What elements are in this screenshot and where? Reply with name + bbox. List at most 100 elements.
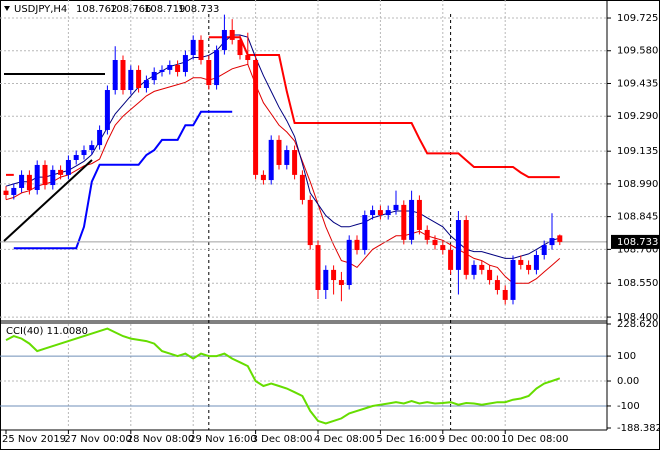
x-tick-label: 5 Dec 16:00 <box>376 434 437 445</box>
candle-body <box>260 174 266 181</box>
current-price-label: 108.733 <box>617 237 658 248</box>
ohlc-high: 108.766 <box>110 4 151 15</box>
candle-body <box>34 164 40 191</box>
candle-body <box>494 280 500 290</box>
candle-body <box>276 139 282 165</box>
candle-body <box>346 239 352 286</box>
candle-body <box>377 210 383 216</box>
candle-body <box>3 190 9 195</box>
candle-body <box>97 129 103 146</box>
candle-body <box>448 250 454 270</box>
candle-body <box>175 64 181 72</box>
candle-body <box>112 60 118 91</box>
candle-body <box>393 204 399 211</box>
y-tick-label: 108.700 <box>617 244 658 255</box>
candle-body <box>143 80 149 88</box>
indicator-line <box>13 110 233 250</box>
x-tick-label: 27 Nov 00:00 <box>64 434 131 445</box>
candle-body <box>206 60 212 86</box>
x-tick-label: 4 Dec 08:00 <box>314 434 375 445</box>
candle-body <box>229 29 235 40</box>
candle-body <box>73 155 79 160</box>
candle-body <box>549 238 555 246</box>
indicator-label: CCI(40) 11.0080 <box>6 326 88 337</box>
y-tick-label: 0.00 <box>617 376 639 387</box>
candle-body <box>245 55 251 61</box>
candle-body <box>487 269 493 281</box>
candle-body <box>284 150 290 165</box>
candle-body <box>338 280 344 286</box>
y-tick-label: 108.990 <box>617 179 658 190</box>
x-tick-label: 3 Dec 08:00 <box>252 434 313 445</box>
candle-body <box>136 69 142 88</box>
candle-body <box>479 264 485 270</box>
y-tick-label: 109.580 <box>617 46 658 57</box>
candle-body <box>354 239 360 251</box>
candle-body <box>19 174 25 188</box>
y-tick-label: 108.550 <box>617 278 658 289</box>
candle-body <box>221 29 227 51</box>
candle-body <box>167 64 173 70</box>
candle-body <box>455 220 461 270</box>
ohlc-open: 108.762 <box>76 4 117 15</box>
candle-body <box>409 199 415 240</box>
symbol-label: USDJPY,H4 <box>14 4 67 15</box>
candle-body <box>299 174 305 200</box>
y-tick-label: 100 <box>617 351 636 362</box>
candle-body <box>307 199 313 246</box>
candle-body <box>510 259 516 300</box>
candle-body <box>424 229 430 240</box>
candle-body <box>26 174 32 191</box>
candle-body <box>268 139 274 181</box>
candle-body <box>471 264 477 275</box>
y-tick-label: 108.400 <box>617 312 658 323</box>
candle-body <box>58 169 64 175</box>
candle-body <box>120 60 126 91</box>
candle-body <box>253 60 259 175</box>
candle-body <box>533 255 539 270</box>
y-tick-label: -100 <box>617 401 640 412</box>
candle-body <box>65 159 71 175</box>
candle-body <box>541 245 547 256</box>
cci-line <box>5 327 561 425</box>
candle-body <box>128 69 134 91</box>
y-tick-label: 109.290 <box>617 111 658 122</box>
candle-body <box>518 259 524 265</box>
candle-body <box>89 145 95 151</box>
candle-body <box>323 269 329 290</box>
candle-body <box>182 55 188 72</box>
grid <box>0 0 607 430</box>
candle-body <box>463 220 469 275</box>
ohlc-close: 108.733 <box>178 4 219 15</box>
candle-body <box>190 39 196 56</box>
x-tick-label: 28 Nov 08:00 <box>127 434 194 445</box>
candle-body <box>50 169 56 186</box>
candle-body <box>292 150 298 175</box>
candle-body <box>401 204 407 240</box>
ohlc-low: 108.719 <box>144 4 185 15</box>
candle-body <box>11 187 17 195</box>
x-tick-label: 9 Dec 00:00 <box>439 434 500 445</box>
candle-body <box>331 269 337 281</box>
candle-body <box>557 235 563 242</box>
candle-body <box>502 289 508 300</box>
y-tick-label: 109.135 <box>617 146 658 157</box>
y-tick-label: 109.435 <box>617 78 658 89</box>
x-tick-label: 25 Nov 2019 <box>2 434 66 445</box>
candle-body <box>198 39 204 61</box>
candle-body <box>526 264 532 270</box>
candle-body <box>214 50 220 86</box>
candle-body <box>416 199 422 230</box>
y-tick-label: 108.845 <box>617 212 658 223</box>
candle-body <box>81 150 87 156</box>
candle-body <box>370 210 376 216</box>
x-tick-label: 10 Dec 08:00 <box>501 434 568 445</box>
dropdown-icon[interactable] <box>4 6 10 11</box>
y-tick-label: 109.725 <box>617 13 658 24</box>
candle-body <box>151 71 157 81</box>
candle-body <box>432 239 438 246</box>
candle-body <box>362 215 368 251</box>
